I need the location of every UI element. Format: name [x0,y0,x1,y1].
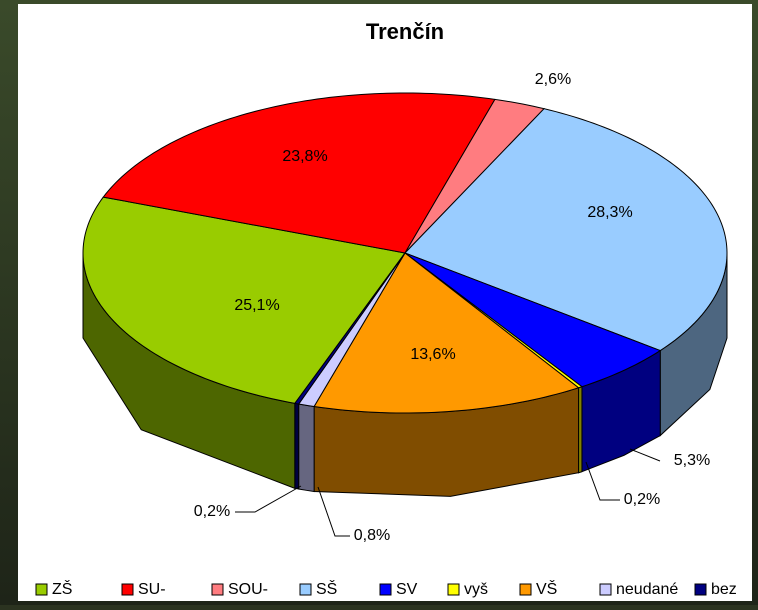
data-label: 0,2% [624,491,660,508]
data-label: 0,2% [194,503,230,520]
legend-swatch [695,584,706,595]
chart-title: Trenčín [366,19,444,44]
legend-swatch [600,584,611,595]
legend-swatch [212,584,223,595]
data-label: 13,6% [410,346,455,363]
data-label: 5,3% [674,452,710,469]
data-label: 2,6% [535,71,571,88]
legend-swatch [520,584,531,595]
legend-label: vyš [464,581,488,598]
legend-swatch [36,584,47,595]
legend-label: bez [711,581,737,598]
slice-side [299,404,314,491]
legend-label: SU- [138,581,166,598]
legend-swatch [448,584,459,595]
legend-swatch [122,584,133,595]
legend-label: SOU- [228,581,268,598]
slice-side [295,403,299,489]
legend-label: ZŠ [52,579,72,598]
data-label: 23,8% [282,148,327,165]
legend-label: SV [396,581,418,598]
chart: Trenčín 25,1% 23,8% 2,6% 28,3% 5,3% 0,2% 13,6%… [0,0,758,605]
legend-label: VŠ [536,579,557,598]
legend-swatch [380,584,391,595]
legend-label: neudané [616,581,678,598]
data-label: 25,1% [234,297,279,314]
legend-swatch [300,584,311,595]
data-label: 0,8% [354,527,390,544]
data-label: 28,3% [587,204,632,221]
slice-side [579,387,582,473]
legend-label: SŠ [316,579,337,598]
